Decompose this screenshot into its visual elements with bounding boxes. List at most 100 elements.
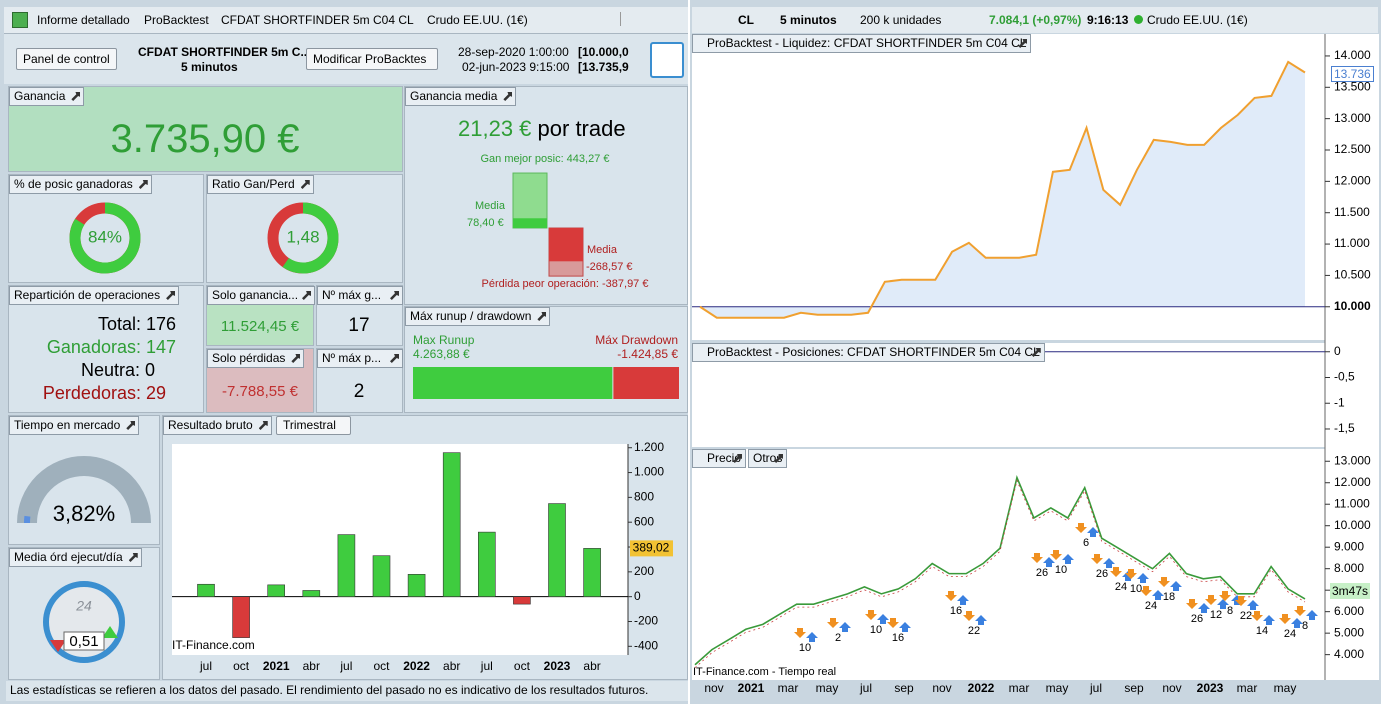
sell-arrow	[1125, 569, 1137, 579]
trade-count: 8	[1302, 620, 1308, 632]
panel-select[interactable]: Panel de control	[16, 48, 117, 70]
timeframe: 5 minutos	[181, 60, 238, 74]
watermark: IT-Finance.com	[172, 638, 255, 652]
sell-arrow	[1075, 523, 1087, 533]
avg-win: 78,40 €	[467, 217, 504, 229]
buy-arrow	[1263, 615, 1275, 625]
y-tick-label: 11.500	[1334, 205, 1370, 219]
tab[interactable]: Informe detallado	[37, 13, 130, 27]
trade-count: 10	[870, 624, 882, 636]
last-value-box	[630, 540, 673, 557]
report-icon[interactable]	[650, 42, 684, 78]
timeframe[interactable]: 5 minutos	[780, 13, 837, 27]
panel-title: Solo ganancia...	[207, 286, 315, 305]
trade-count: 22	[1240, 610, 1252, 622]
trade-count: 24	[1115, 581, 1127, 593]
sell-arrow	[1140, 586, 1152, 596]
pane-tab[interactable]: Otros	[748, 449, 788, 468]
trade-count: 10	[1055, 564, 1067, 576]
x-tick-label: abr	[583, 659, 600, 673]
neutral: Neutra: 0	[80, 360, 155, 380]
panel-title: % de posic ganadoras	[9, 175, 152, 194]
sell-arrow	[1205, 595, 1217, 605]
bar	[372, 555, 391, 597]
sell-arrow	[1050, 550, 1062, 560]
buy-arrow	[1306, 610, 1318, 620]
instrument: Crudo EE.UU. (1€)	[1147, 13, 1248, 27]
pane-tab[interactable]: Precio	[692, 449, 747, 468]
bar	[232, 596, 250, 638]
dial-number: 24	[75, 598, 92, 614]
trade-count: 24	[1145, 600, 1157, 612]
bar	[407, 574, 426, 597]
drawdown-label: Máx Drawdown	[595, 333, 678, 347]
sell-arrow	[1219, 591, 1231, 601]
axis-bg	[1325, 34, 1379, 680]
x-tick-label: mar	[1009, 681, 1030, 695]
sell-arrow	[865, 610, 877, 620]
dial-box	[63, 631, 105, 651]
sell-arrow	[963, 611, 975, 621]
max-gains-value: 17	[348, 315, 370, 336]
sell-arrow	[1186, 599, 1198, 609]
bar	[583, 548, 601, 597]
sell-arrow	[1158, 577, 1170, 587]
x-tick-label: 2021	[738, 681, 765, 695]
donut-label: 1,48	[286, 227, 319, 246]
panel-title: Repartición de operaciones	[9, 286, 180, 305]
winners: Ganadoras: 147	[46, 337, 176, 357]
panel-title: Tiempo en mercado	[9, 416, 140, 435]
x-tick-label: 2022	[403, 659, 430, 673]
trade-count: 8	[1227, 605, 1233, 617]
x-tick-label: abr	[443, 659, 460, 673]
x-tick-label: sep	[894, 681, 914, 695]
tab[interactable]: ProBacktest	[144, 13, 209, 27]
chart-toolbar	[692, 7, 1378, 33]
sell-arrow	[1091, 554, 1103, 564]
clock: 9:16:13	[1087, 13, 1129, 27]
y-tick-label: 800	[634, 490, 654, 504]
buy-arrow	[1198, 603, 1210, 613]
only-losses-value: -7.788,55 €	[222, 383, 298, 400]
symbol[interactable]: CL	[738, 13, 754, 27]
x-tick-label: nov	[1162, 681, 1181, 695]
x-tick-label: may	[1046, 681, 1069, 695]
pane-bg	[692, 449, 1325, 680]
buy-arrow	[899, 622, 911, 632]
y-tick-label: 4.000	[1334, 647, 1364, 661]
max-losses-value: 2	[353, 381, 365, 402]
panel-title: Nº máx p...	[317, 349, 403, 368]
donut-win	[267, 202, 339, 274]
x-tick-label: nov	[704, 681, 723, 695]
avg-win-bar	[513, 218, 547, 228]
y-tick-label: 10.000	[1334, 518, 1371, 532]
current-equity: 13.736	[1331, 66, 1374, 82]
avg-gain-suffix: por trade	[537, 116, 626, 141]
units[interactable]: 200 k unidades	[860, 13, 942, 27]
gauge-track	[17, 456, 151, 524]
window-controls[interactable]	[620, 12, 681, 26]
period-select[interactable]: Trimestral	[276, 416, 351, 435]
y-tick-label: -1,5	[1334, 421, 1355, 435]
trade-count: 26	[1096, 568, 1108, 580]
y-tick-label: 0	[1334, 344, 1341, 358]
x-tick-label: jul	[1089, 681, 1102, 695]
footer	[6, 681, 688, 701]
distribution-panel	[8, 285, 204, 413]
disclaimer: Las estadísticas se refieren a los datos…	[10, 683, 649, 697]
y-tick-label: 1.200	[634, 440, 664, 454]
sell-arrow	[1251, 611, 1263, 621]
live-dot	[1134, 15, 1143, 24]
sell-arrow	[887, 618, 899, 628]
trade-count: 6	[1083, 537, 1089, 549]
y-tick-label: 0	[634, 589, 641, 603]
tab[interactable]: Crudo EE.UU. (1€)	[427, 13, 528, 27]
y-tick-label: 1.000	[634, 465, 664, 479]
tab[interactable]: CFDAT SHORTFINDER 5m C04 CL	[221, 13, 414, 27]
modify-button[interactable]: Modificar ProBacktes	[306, 48, 438, 70]
buy-arrow	[1103, 558, 1115, 568]
end-value: [13.735,9	[578, 60, 629, 74]
trade-count: 14	[1256, 625, 1268, 637]
runup-bar	[413, 367, 613, 399]
trade-count: 24	[1284, 628, 1296, 640]
